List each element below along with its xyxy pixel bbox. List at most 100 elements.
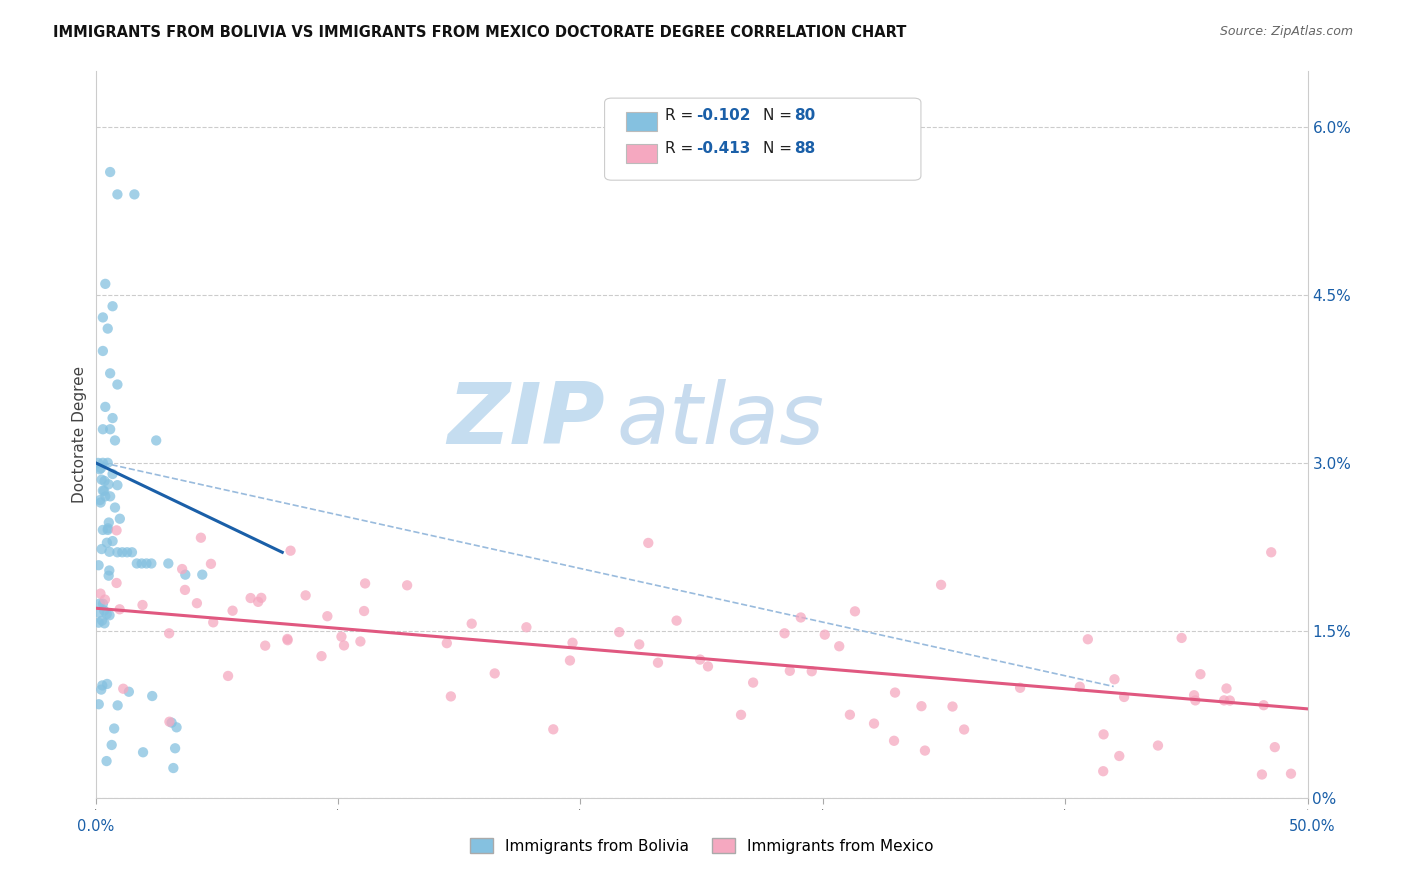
Point xyxy=(689,652,711,666)
Point xyxy=(1092,727,1115,741)
Point xyxy=(277,633,299,648)
Point xyxy=(202,615,225,630)
Point xyxy=(1010,681,1032,695)
Point xyxy=(157,626,180,640)
Point xyxy=(131,557,153,571)
Point xyxy=(884,685,907,699)
Point xyxy=(1077,632,1099,647)
Point xyxy=(90,542,112,557)
Point xyxy=(135,557,157,571)
Point xyxy=(97,568,120,582)
Point xyxy=(101,411,124,425)
Point xyxy=(280,543,302,558)
Point xyxy=(247,595,270,609)
Point xyxy=(91,343,114,358)
Point xyxy=(90,682,112,697)
Point xyxy=(354,576,377,591)
Point xyxy=(353,604,375,618)
Point xyxy=(186,596,208,610)
Point xyxy=(217,669,239,683)
Point xyxy=(94,277,117,291)
Point xyxy=(90,473,112,487)
Point xyxy=(941,699,963,714)
Point xyxy=(844,604,866,618)
Point xyxy=(1170,631,1192,645)
Point xyxy=(558,653,581,667)
Point xyxy=(773,626,796,640)
Point xyxy=(440,690,463,704)
Point xyxy=(828,639,851,653)
Point xyxy=(97,456,120,470)
Point xyxy=(250,591,273,605)
Point xyxy=(98,422,121,436)
Point xyxy=(104,434,127,448)
Point xyxy=(1253,698,1275,713)
Point xyxy=(89,462,111,476)
Point xyxy=(89,493,111,508)
Text: ZIP: ZIP xyxy=(447,379,605,462)
Point xyxy=(316,609,339,624)
Text: -0.413: -0.413 xyxy=(696,141,751,155)
Point xyxy=(93,483,115,498)
Point xyxy=(763,153,786,168)
Point xyxy=(93,604,115,618)
Point xyxy=(838,707,860,722)
Point xyxy=(157,557,180,571)
Text: -0.102: -0.102 xyxy=(696,109,751,123)
Point xyxy=(108,602,131,616)
Point xyxy=(107,478,129,492)
Point xyxy=(162,761,184,775)
Point xyxy=(665,614,688,628)
Point xyxy=(96,535,118,549)
Point xyxy=(790,610,813,624)
Point xyxy=(436,636,458,650)
Point xyxy=(107,698,129,713)
Point xyxy=(800,665,823,679)
Point xyxy=(730,707,752,722)
Point xyxy=(628,637,651,651)
Point xyxy=(1264,740,1286,755)
Point xyxy=(87,456,110,470)
Point xyxy=(276,632,298,646)
Point xyxy=(174,567,197,582)
Point xyxy=(239,591,262,605)
Point xyxy=(94,592,117,607)
Point xyxy=(124,187,146,202)
Point xyxy=(91,678,114,692)
Point xyxy=(112,681,135,696)
Point xyxy=(1092,764,1115,779)
Point xyxy=(96,677,118,691)
Point xyxy=(101,299,124,313)
Point xyxy=(172,562,194,576)
Point xyxy=(90,461,112,475)
Point xyxy=(107,545,129,559)
Point xyxy=(191,567,214,582)
Point xyxy=(131,598,153,612)
Point xyxy=(91,483,114,498)
Point xyxy=(160,715,183,730)
Point xyxy=(90,495,112,509)
Point xyxy=(1069,680,1091,694)
Text: 0.0%: 0.0% xyxy=(77,820,114,834)
Point xyxy=(115,545,138,559)
Point xyxy=(87,558,110,573)
Point xyxy=(200,557,222,571)
Point xyxy=(98,608,121,623)
Point xyxy=(174,582,197,597)
Point xyxy=(515,620,537,634)
Point xyxy=(107,377,129,392)
Point xyxy=(91,523,114,537)
Point xyxy=(100,738,122,752)
Point xyxy=(637,536,659,550)
Point xyxy=(94,400,117,414)
Point xyxy=(97,477,120,491)
Point xyxy=(91,422,114,436)
Point xyxy=(484,666,506,681)
Text: N =: N = xyxy=(763,141,797,155)
Point xyxy=(1213,693,1236,707)
Text: 50.0%: 50.0% xyxy=(1288,820,1336,834)
Point xyxy=(107,187,129,202)
Point xyxy=(311,649,333,664)
Point xyxy=(1182,688,1205,702)
Point xyxy=(543,723,565,737)
